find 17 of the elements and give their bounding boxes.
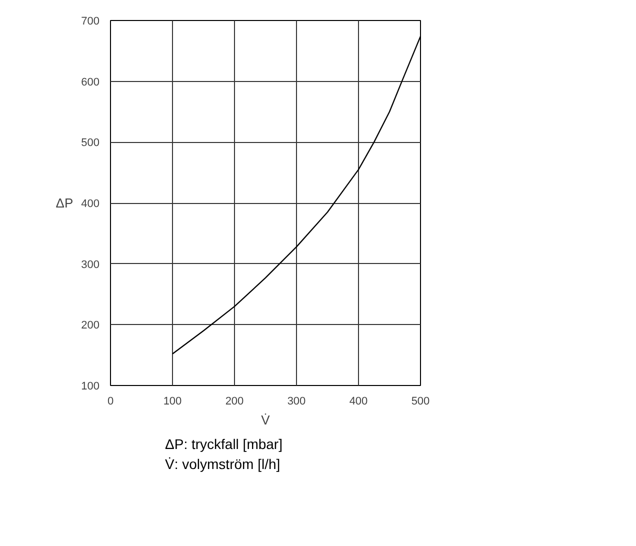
x-tick-label: 200	[225, 396, 244, 408]
y-tick-label: 700	[81, 16, 100, 28]
y-tick-label: 600	[81, 76, 100, 88]
y-axis-title: ΔP	[56, 196, 74, 210]
y-tick-label: 300	[81, 258, 100, 271]
x-axis-title: V̇	[261, 412, 270, 428]
x-tick-label: 400	[349, 396, 368, 408]
text: V̇: volymström [l/h]	[165, 454, 282, 474]
x-tick-label: 500	[411, 396, 430, 408]
y-tick-label: 100	[81, 380, 100, 392]
y-tick-label: 200	[81, 320, 100, 332]
x-tick-label: 300	[287, 396, 306, 408]
x-tick-label: 0	[107, 396, 114, 408]
text: ΔP: tryckfall [mbar]	[165, 435, 282, 454]
x-tick-label: 100	[163, 396, 182, 408]
y-tick-label: 500	[81, 137, 100, 150]
y-tick-label: 400	[81, 198, 100, 210]
